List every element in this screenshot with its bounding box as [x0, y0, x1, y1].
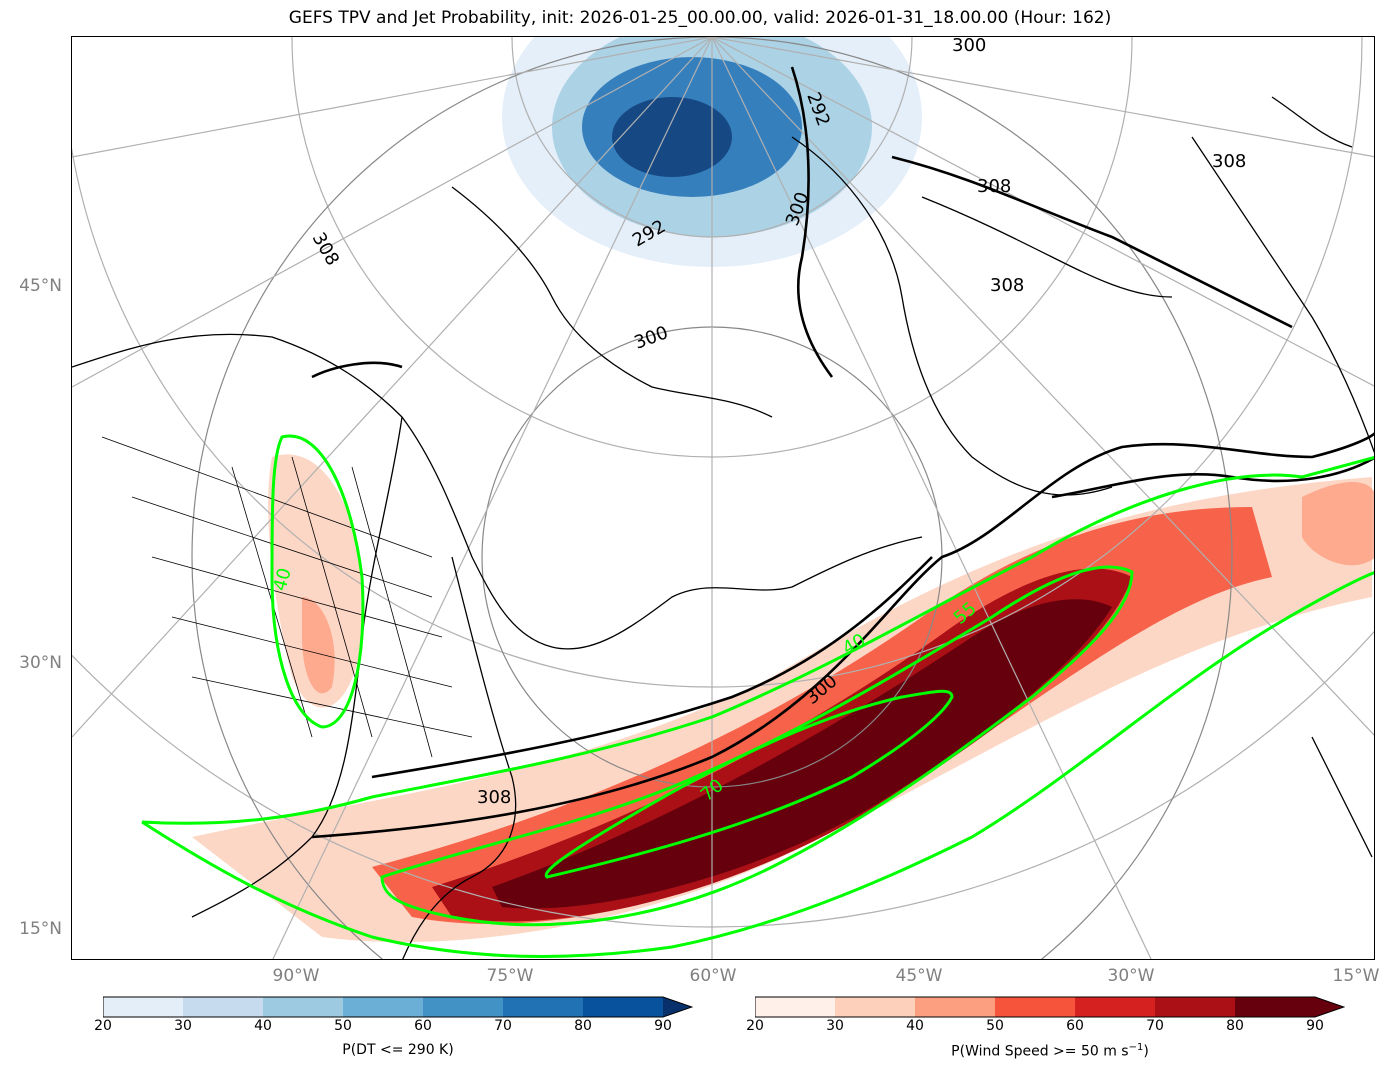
jet-bin: [915, 997, 995, 1017]
theta-label: 308: [1212, 151, 1246, 172]
tick-label: 60: [414, 1018, 432, 1034]
tick-label: 20: [94, 1018, 112, 1034]
map-canvas: 300 292 308 292 300 308 308 300 300 308 …: [72, 37, 1374, 959]
colorbar-jet-label-main: P(Wind Speed >= 50 m s: [951, 1043, 1129, 1060]
lon-label-75w: 75°W: [486, 966, 534, 986]
tick-label: 60: [1066, 1018, 1084, 1034]
jet-bin: [835, 997, 915, 1017]
theta-contours: [311, 66, 1374, 839]
tpv-bin: [583, 997, 663, 1017]
tpv-extend-arrow: [663, 997, 692, 1017]
tpv-bin: [183, 997, 263, 1017]
theta-label: 300: [632, 322, 671, 353]
jet-contours: [141, 434, 1374, 958]
map-panel[interactable]: 300 292 308 292 300 308 308 300 300 308 …: [71, 36, 1375, 960]
tick-label: 40: [906, 1018, 924, 1034]
lon-label-60w: 60°W: [689, 966, 737, 986]
graticule: [72, 37, 1374, 959]
colorbar-jet-label-end: ): [1143, 1043, 1149, 1060]
tick-label: 80: [574, 1018, 592, 1034]
lat-label-30n: 30°N: [19, 653, 62, 673]
tick-label: 70: [494, 1018, 512, 1034]
colorbar-jet: 20 30 40 50 60 70 80 90 P(Wind Speed >= …: [746, 996, 1345, 1066]
chart-title: GEFS TPV and Jet Probability, init: 2026…: [288, 8, 1112, 28]
jet-bin: [1075, 997, 1155, 1017]
theta-label: 308: [990, 275, 1024, 296]
jet-probability-west: [268, 454, 364, 708]
tpv-probability-max: [612, 97, 732, 177]
jet-bin: [995, 997, 1075, 1017]
tick-label: 80: [1226, 1018, 1244, 1034]
colorbar-tpv-bar: [103, 996, 693, 1018]
jet-probability-core: [492, 599, 1112, 909]
tick-label: 90: [1306, 1018, 1324, 1034]
theta-label: 308: [977, 176, 1011, 197]
jet-bin: [755, 997, 835, 1017]
jet-extend-arrow: [1315, 997, 1344, 1017]
colorbar-tpv: 20 30 40 50 60 70 80 90 P(DT <= 290 K): [94, 996, 693, 1066]
tick-label: 40: [254, 1018, 272, 1034]
jet-probability-west-inner: [302, 597, 335, 694]
tpv-bin: [503, 997, 583, 1017]
tick-label: 50: [986, 1018, 1004, 1034]
colorbar-tpv-label: P(DT <= 290 K): [342, 1042, 454, 1058]
lat-label-45n: 45°N: [19, 276, 62, 296]
tick-label: 50: [334, 1018, 352, 1034]
jet-bin: [1155, 997, 1235, 1017]
colorbar-jet-ticks: 20 30 40 50 60 70 80 90: [746, 1018, 1345, 1038]
lat-label-15n: 15°N: [19, 919, 62, 939]
tpv-bin: [263, 997, 343, 1017]
tick-label: 90: [654, 1018, 672, 1034]
tpv-bin: [423, 997, 503, 1017]
tick-label: 70: [1146, 1018, 1164, 1034]
tick-label: 30: [826, 1018, 844, 1034]
theta-label: 308: [477, 787, 511, 808]
lon-label-15w: 15°W: [1332, 966, 1380, 986]
tpv-bin: [103, 997, 183, 1017]
colorbar-jet-label: P(Wind Speed >= 50 m s−1): [755, 1042, 1345, 1060]
jet-probability-east-edge: [1302, 482, 1374, 566]
colorbar-jet-bar: [755, 996, 1345, 1018]
tick-label: 30: [174, 1018, 192, 1034]
tpv-bin: [343, 997, 423, 1017]
lon-label-45w: 45°W: [895, 966, 943, 986]
jet-bin: [1235, 997, 1315, 1017]
tick-label: 20: [746, 1018, 764, 1034]
colorbar-jet-label-sup: −1: [1128, 1042, 1144, 1053]
lon-label-90w: 90°W: [272, 966, 320, 986]
colorbar-tpv-ticks: 20 30 40 50 60 70 80 90: [94, 1018, 693, 1038]
theta-label: 308: [308, 229, 343, 269]
lon-label-30w: 30°W: [1107, 966, 1155, 986]
theta-label: 300: [952, 37, 986, 56]
